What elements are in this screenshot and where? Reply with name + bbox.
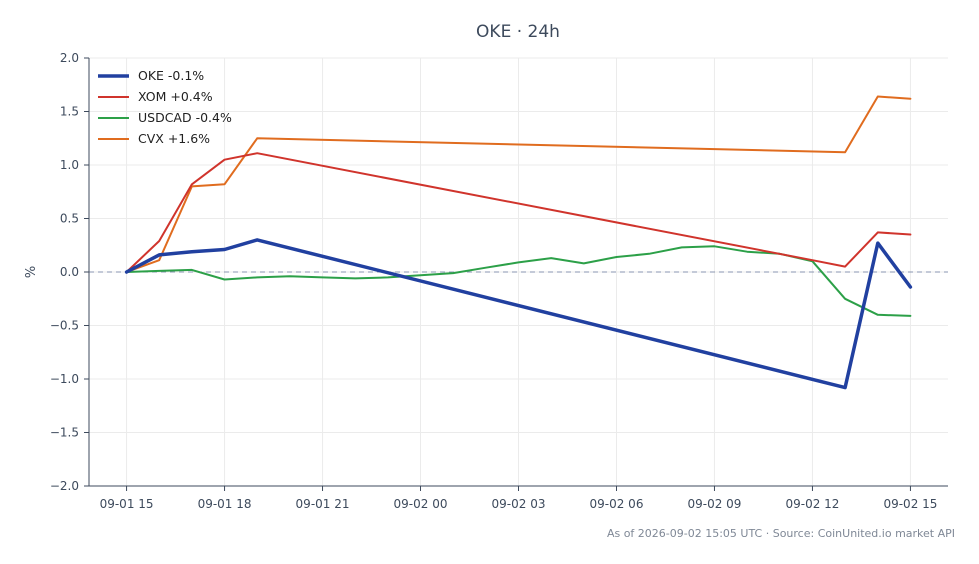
y-tick-label: 1.0 xyxy=(60,158,79,172)
x-tick-label: 09-01 15 xyxy=(100,497,154,511)
x-tick-label: 09-02 00 xyxy=(394,497,448,511)
y-axis-label: % xyxy=(24,266,39,278)
y-tick-label: −2.0 xyxy=(50,479,79,493)
chart-title: OKE · 24h xyxy=(476,22,560,42)
series-line-1 xyxy=(124,238,913,390)
y-tick-label: −0.5 xyxy=(50,319,79,333)
x-tick-label: 09-02 15 xyxy=(883,497,937,511)
series-line-2 xyxy=(125,152,912,273)
x-tick-label: 09-01 21 xyxy=(296,497,350,511)
series-line-4 xyxy=(125,95,912,273)
x-tick-label: 09-02 09 xyxy=(687,497,741,511)
tick-labels: −2.0 −1.5 −1.0 −0.5 0.0 0.5 1.0 1.5 2.0 09-01 15 0… xyxy=(50,51,938,511)
source-footer: As of 2026-09-02 15:05 UTC · Source: Coi… xyxy=(607,527,955,540)
y-tick-label: 1.5 xyxy=(60,105,79,119)
x-tick-label: 09-01 18 xyxy=(198,497,252,511)
y-tick-label: 0.0 xyxy=(60,265,79,279)
legend-label: XOM +0.4% xyxy=(138,89,213,104)
y-tick-label: −1.0 xyxy=(50,372,79,386)
x-tick-label: 09-02 12 xyxy=(785,497,839,511)
legend-label: USDCAD -0.4% xyxy=(138,110,232,125)
legend-label: CVX +1.6% xyxy=(138,131,210,146)
x-tick-label: 09-02 03 xyxy=(492,497,546,511)
y-tick-label: 2.0 xyxy=(60,51,79,65)
series-lines xyxy=(124,95,913,390)
legend-label: OKE -0.1% xyxy=(138,68,204,83)
x-tick-label: 09-02 06 xyxy=(590,497,644,511)
y-tick-label: 0.5 xyxy=(60,212,79,226)
y-tick-label: −1.5 xyxy=(50,426,79,440)
legend: OKE -0.1% XOM +0.4% USDCAD -0.4% CVX +1.6% xyxy=(98,68,232,146)
